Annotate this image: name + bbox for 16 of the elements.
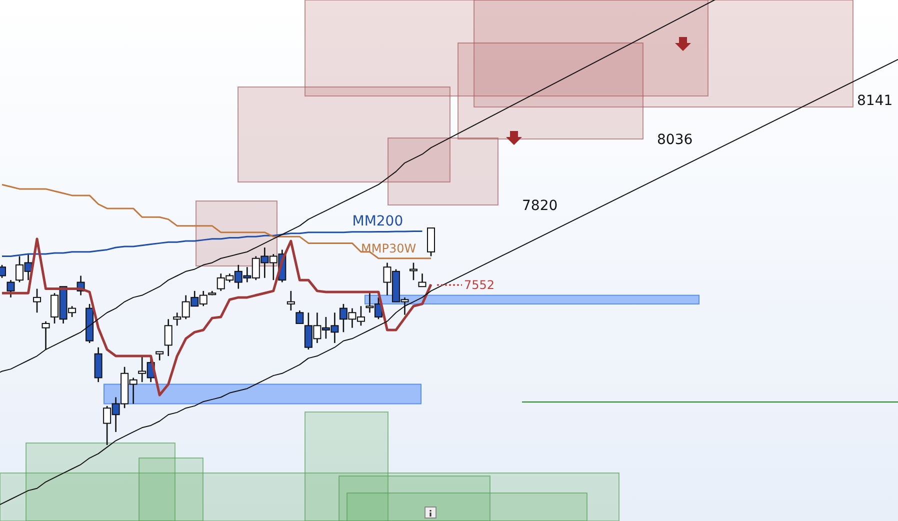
candlestick <box>164 318 172 357</box>
candlestick <box>33 288 42 314</box>
candlestick <box>6 279 15 298</box>
text: 8036 <box>657 132 693 148</box>
candlestick <box>42 320 50 350</box>
candlestick <box>296 310 304 324</box>
series-label: MM200 <box>352 213 404 230</box>
candlestick <box>418 272 426 288</box>
candlestick <box>427 227 435 257</box>
candlestick <box>286 290 295 312</box>
candlestick <box>409 262 418 281</box>
text: 8141 <box>857 93 893 109</box>
candlestick <box>94 346 102 383</box>
text: 7820 <box>522 198 558 214</box>
text: 7552 <box>464 278 495 292</box>
series-label: MMP30W <box>361 241 416 256</box>
